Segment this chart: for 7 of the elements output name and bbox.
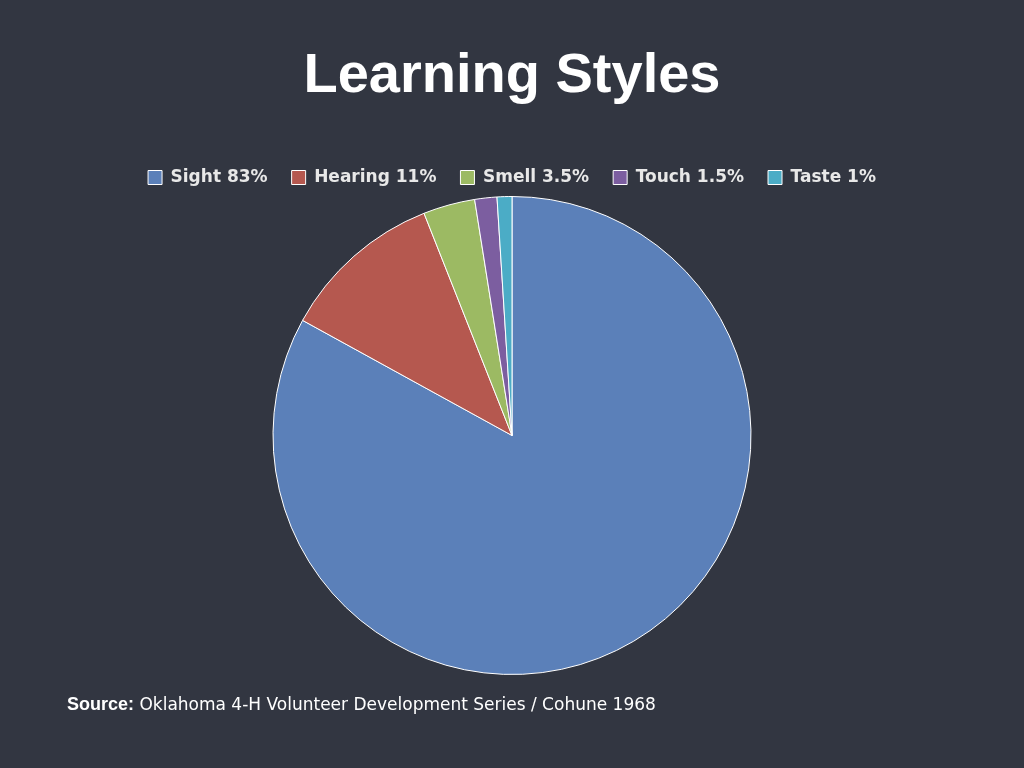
legend-label: Touch 1.5% — [635, 165, 745, 186]
chart-title: Learning Styles — [302, 40, 722, 105]
legend-label: Sight 83% — [170, 165, 268, 186]
legend-label: Taste 1% — [790, 165, 876, 186]
source-note: Source: Oklahoma 4-H Volunteer Development Series / Cohune 1968 — [67, 694, 656, 715]
legend-label: Hearing 11% — [314, 165, 437, 186]
legend-label: Smell 3.5% — [482, 165, 590, 186]
